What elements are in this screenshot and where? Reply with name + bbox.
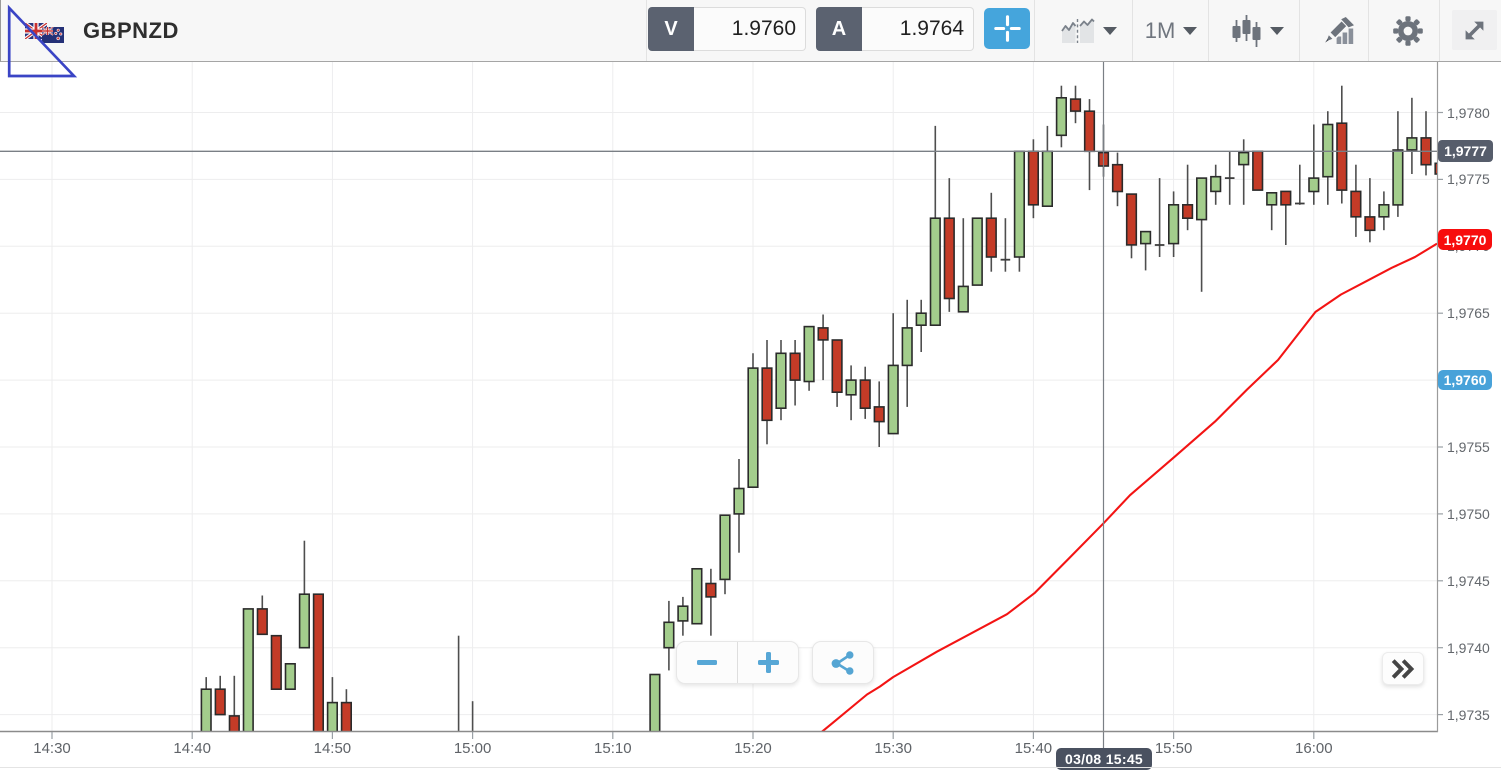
ma-line [821, 242, 1437, 731]
price-axis-label: 1,9735 [1447, 706, 1490, 723]
toolbar-divider [1208, 0, 1209, 61]
price-axis-label: 1,9765 [1447, 305, 1490, 322]
chevron-down-icon [1103, 26, 1117, 35]
fullscreen-button[interactable] [1452, 10, 1497, 50]
settings-button[interactable] [1379, 0, 1437, 61]
compare-chart-dropdown[interactable] [1049, 0, 1129, 61]
scroll-to-latest-button[interactable] [1382, 652, 1424, 685]
zoom-in-button[interactable] [738, 642, 798, 683]
expand-icon [1465, 21, 1484, 39]
chevron-down-icon [1270, 26, 1284, 35]
widget-bottom-edge [0, 767, 1501, 768]
chart-header: GBPNZD V 1.9760 A 1.9764 [0, 0, 1501, 62]
toolbar-divider [646, 0, 647, 61]
price-axis-label: 1,9775 [1447, 171, 1490, 188]
toolbar-divider [1439, 0, 1440, 61]
crosshair-price-badge: 1,9777 [1438, 140, 1493, 163]
crosshair-time-badge: 03/08 15:45 [1056, 748, 1152, 770]
toolbar-divider [1034, 0, 1035, 61]
chevron-down-icon [1183, 26, 1198, 35]
candlestick-type-icon [1232, 14, 1261, 47]
drawing-tools-button[interactable] [1309, 0, 1367, 61]
time-axis-label: 15:30 [874, 740, 912, 757]
time-axis-label: 14:50 [313, 740, 352, 757]
double-chevron-right-icon [1391, 658, 1415, 679]
time-axis-label: 15:40 [1014, 740, 1053, 757]
chart-type-dropdown[interactable] [1223, 0, 1293, 61]
price-axis-label: 1,9740 [1447, 639, 1490, 656]
toolbar-divider [1299, 0, 1300, 61]
draw-pencil-icon [1323, 17, 1354, 44]
plus-icon [757, 652, 779, 673]
zoom-controls [676, 641, 799, 684]
crosshair-icon [993, 15, 1021, 42]
time-axis-label: 15:50 [1154, 740, 1193, 757]
timeframe-dropdown[interactable]: 1M [1141, 0, 1201, 61]
share-button[interactable] [812, 641, 874, 684]
minus-icon [697, 659, 717, 665]
timeframe-label: 1M [1144, 17, 1176, 43]
triangle-drawing-annotation[interactable] [0, 0, 90, 90]
sell-price-value: 1.9760 [694, 7, 806, 51]
instrument-flags [23, 11, 64, 51]
zoom-out-button[interactable] [677, 642, 738, 683]
bid-price-badge: 1,9760 [1438, 370, 1492, 391]
time-axis-label: 16:00 [1295, 740, 1333, 757]
sell-label: V [648, 7, 694, 51]
toolbar-divider [1368, 0, 1369, 61]
price-axis-label: 1,9745 [1447, 572, 1490, 589]
time-axis-label: 15:20 [734, 740, 772, 757]
instrument-info[interactable]: GBPNZD [23, 0, 179, 61]
buy-control[interactable]: A 1.9764 [816, 7, 974, 51]
symbol-title: GBPNZD [83, 17, 179, 43]
time-axis-label: 14:30 [33, 740, 71, 757]
time-axis-label: 15:10 [594, 740, 632, 757]
price-axis-label: 1,9755 [1447, 439, 1490, 455]
sell-control[interactable]: V 1.9760 [648, 7, 806, 51]
share-icon [831, 650, 854, 675]
price-axis-label: 1,9780 [1447, 104, 1490, 121]
toolbar-divider [1132, 0, 1133, 61]
gridlines [0, 62, 1437, 731]
buy-label: A [816, 7, 862, 51]
nz-flag-icon [41, 26, 64, 43]
price-axis-label: 1,9750 [1447, 505, 1490, 522]
crosshair-tool-button[interactable] [984, 8, 1030, 49]
ma-value-badge: 1,9770 [1438, 229, 1492, 251]
candles [200, 85, 1437, 731]
compare-chart-icon [1061, 18, 1095, 43]
buy-price-value: 1.9764 [862, 7, 974, 51]
time-axis-label: 15:00 [453, 740, 492, 757]
gear-icon [1393, 15, 1423, 46]
time-axis-label: 14:40 [173, 740, 211, 757]
